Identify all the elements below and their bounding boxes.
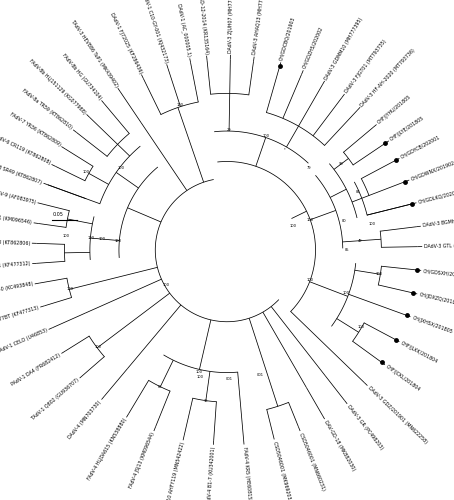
Text: 0.05: 0.05 xyxy=(52,212,63,217)
Text: DAdV-3 ZJUH07 (MH777397): DAdV-3 ZJUH07 (MH777397) xyxy=(228,0,234,53)
Text: 100: 100 xyxy=(163,283,169,287)
Text: TAdV-3 HEV886 TuP1 (MK439402): TAdV-3 HEV886 TuP1 (MK439402) xyxy=(70,19,119,88)
Text: FAdV-7 YR36 (KT862809): FAdV-7 YR36 (KT862809) xyxy=(9,112,61,148)
Text: DAdV-3 GR (PC498203): DAdV-3 GR (PC498203) xyxy=(346,404,384,450)
Text: DAdV-3 HF-AH-2020 (MT793736): DAdV-3 HF-AH-2020 (MT793736) xyxy=(360,48,416,108)
Text: TAdV-4 TN1 (KF477312): TAdV-4 TN1 (KF477312) xyxy=(0,262,30,270)
Text: 85: 85 xyxy=(345,248,350,252)
Text: CHF/JLKK/201804: CHF/JLKK/201804 xyxy=(400,340,439,364)
Text: CHF/JYHU/201805: CHF/JYHU/201805 xyxy=(376,94,412,126)
Text: 100: 100 xyxy=(357,325,364,329)
Text: DAdV-1 (AC_000005.1): DAdV-1 (AC_000005.1) xyxy=(176,3,192,57)
Text: CH/GDZHS/202002: CH/GDZHS/202002 xyxy=(302,26,324,70)
Text: CH/GDCBQ/201903: CH/GDCBQ/201903 xyxy=(279,16,296,62)
Text: FAdV-5 340 (KC493848): FAdV-5 340 (KC493848) xyxy=(0,282,34,296)
Text: FAdV-1 CELO (U46853): FAdV-1 CELO (U46853) xyxy=(0,328,48,354)
Text: 100: 100 xyxy=(67,287,74,291)
Text: CHF/JCKL/201804: CHF/JCKL/201804 xyxy=(385,364,421,392)
Text: 49: 49 xyxy=(358,238,363,242)
Text: 80: 80 xyxy=(341,219,346,223)
Text: CHF/JLYE/201805: CHF/JLYE/201805 xyxy=(389,115,425,142)
Text: 100: 100 xyxy=(197,374,203,378)
Text: 100: 100 xyxy=(118,166,125,170)
Text: DAdV-3 GDZ/201901 (MN622258): DAdV-3 GDZ/201901 (MN622258) xyxy=(367,385,428,444)
Text: 001: 001 xyxy=(257,373,264,377)
Text: DAV-GD-18 (MK882030): DAV-GD-18 (MK882030) xyxy=(323,420,356,472)
Text: 100: 100 xyxy=(115,238,122,242)
Text: 82: 82 xyxy=(355,190,360,194)
Text: TAdV-5 1277BT (KF477313): TAdV-5 1277BT (KF477313) xyxy=(0,305,39,329)
Text: CH/GDLKQ/202002: CH/GDLKQ/202002 xyxy=(418,189,454,205)
Text: *: * xyxy=(284,148,286,152)
Text: DAdV-1 C10-GY-001 (KJ432173): DAdV-1 C10-GY-001 (KJ432173) xyxy=(141,0,168,64)
Text: 29: 29 xyxy=(227,128,232,132)
Text: 65: 65 xyxy=(158,384,163,388)
Text: 100: 100 xyxy=(369,222,376,226)
Text: DAdV-3 GTL (MN551586): DAdV-3 GTL (MN551586) xyxy=(424,243,454,249)
Text: TAdV-1 Q802 (GU936707): TAdV-1 Q802 (GU936707) xyxy=(30,378,80,421)
Text: DAdV-3 AHAQ13 (MH777396): DAdV-3 AHAQ13 (MH777396) xyxy=(252,0,266,55)
Text: FAdV-4 HLJDA615 (KN538880): FAdV-4 HLJDA615 (KN538880) xyxy=(87,418,128,482)
Text: 100: 100 xyxy=(343,292,350,296)
Text: FAdV-4 KR5 (HE608152): FAdV-4 KR5 (HE608152) xyxy=(242,446,252,500)
Text: FAdV-3 SR49 (KT862807): FAdV-3 SR49 (KT862807) xyxy=(0,160,43,185)
Text: CH/GDSXH/202011: CH/GDSXH/202011 xyxy=(423,268,454,278)
Text: 001: 001 xyxy=(226,378,233,382)
Text: FAdV-4 B1-7 (KU342001): FAdV-4 B1-7 (KU342001) xyxy=(207,446,216,500)
Text: 100: 100 xyxy=(63,234,70,238)
Text: PAdV-1 DA4 (FR682412): PAdV-1 DA4 (FR682412) xyxy=(10,352,61,387)
Text: FAdV-2 SR48 (KT862806): FAdV-2 SR48 (KT862806) xyxy=(0,238,30,246)
Text: 100: 100 xyxy=(195,370,202,374)
Text: 15: 15 xyxy=(203,398,208,402)
Text: 100: 100 xyxy=(263,134,270,138)
Text: 100: 100 xyxy=(307,218,314,222)
Text: 100: 100 xyxy=(83,170,89,174)
Text: 100: 100 xyxy=(88,236,95,240)
Text: DAdV-3 CH-GD-12-2014 (KR135164): DAdV-3 CH-GD-12-2014 (KR135164) xyxy=(195,0,209,54)
Text: CSD5046001 (MK969203): CSD5046001 (MK969203) xyxy=(272,440,292,500)
Text: 79: 79 xyxy=(306,166,311,170)
Text: 100: 100 xyxy=(307,278,314,282)
Text: 100: 100 xyxy=(290,224,296,228)
Text: CH/GDYCB/202001: CH/GDYCB/202001 xyxy=(400,134,441,160)
Text: FAdV-8b HG (GU734104): FAdV-8b HG (GU734104) xyxy=(61,52,102,100)
Text: FAdV-11 (KM096546): FAdV-11 (KM096546) xyxy=(0,213,32,225)
Text: FAdV-8b HLJ151129 (KG077988): FAdV-8b HLJ151129 (KG077988) xyxy=(28,58,87,115)
Text: CH/GDWNX/201902: CH/GDWNX/201902 xyxy=(410,160,454,182)
Text: DAdV-3 GDMM10 (MH777395): DAdV-3 GDMM10 (MH777395) xyxy=(323,16,363,80)
Text: DAdV-3 BGMH (MN539540): DAdV-3 BGMH (MN539540) xyxy=(422,216,454,228)
Text: FAdV-10 AHFY119 (MN542422): FAdV-10 AHFY119 (MN542422) xyxy=(164,442,185,500)
Text: CSD5046001 (MN660231): CSD5046001 (MN660231) xyxy=(298,432,326,491)
Text: FAdV-9 (AF083975): FAdV-9 (AF083975) xyxy=(0,189,36,205)
Text: 100: 100 xyxy=(95,345,102,349)
Text: FAdV-8a TR59 (KT862810): FAdV-8a TR59 (KT862810) xyxy=(21,88,73,130)
Text: DAdV-1 FJ72025 (KF286436): DAdV-1 FJ72025 (KF286436) xyxy=(109,12,143,74)
Text: CH/JDXZQ/201805: CH/JDXZQ/201805 xyxy=(419,292,454,306)
Text: FAdV-6 CR119 (KT862808): FAdV-6 CR119 (KT862808) xyxy=(0,134,51,166)
Text: FAdV-4 JSJ13 (KM096544): FAdV-4 JSJ13 (KM096544) xyxy=(128,432,156,490)
Text: 100: 100 xyxy=(177,104,183,108)
Text: DAdV-4 (MN703730): DAdV-4 (MN703730) xyxy=(67,400,102,440)
Text: 100: 100 xyxy=(376,272,383,276)
Text: DAdV-3 FJGT01 (MT793735): DAdV-3 FJGT01 (MT793735) xyxy=(344,38,387,94)
Text: 100: 100 xyxy=(99,237,106,241)
Text: CH/JXHSX/201805: CH/JXHSX/201805 xyxy=(411,315,453,334)
Text: 99: 99 xyxy=(339,162,344,166)
